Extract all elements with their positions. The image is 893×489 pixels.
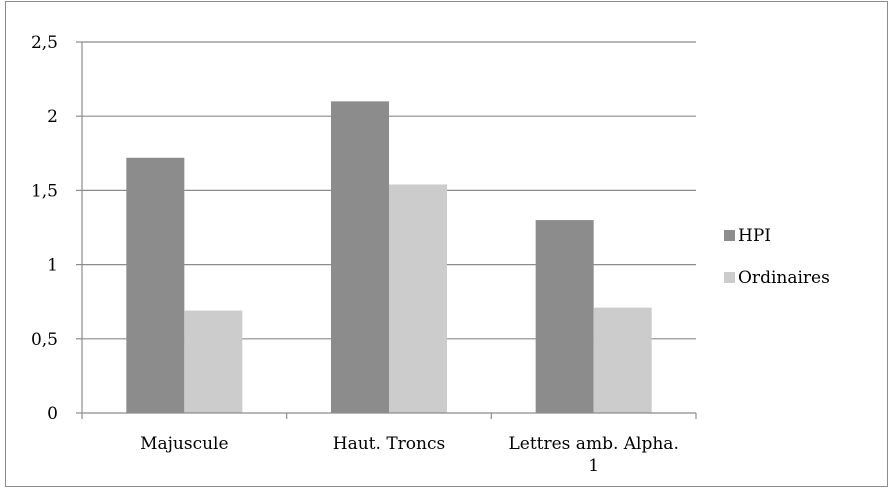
y-tick-label: 0	[47, 404, 58, 424]
x-category-label: 1	[588, 456, 599, 476]
x-category-label: Lettres amb. Alpha.	[508, 434, 678, 454]
bar-ordinaires-2	[389, 184, 447, 413]
bar-hpi-2	[331, 101, 389, 414]
legend-label-hpi: HPI	[738, 226, 771, 246]
y-tick-label: 1,5	[31, 181, 58, 201]
bar-hpi-1	[126, 157, 185, 413]
bar-hpi-3	[535, 220, 594, 413]
x-category-labels: Majuscule Haut. Troncs Lettres amb. Alpha.…	[140, 434, 679, 476]
axes	[76, 41, 697, 419]
x-category-label: Majuscule	[140, 434, 228, 454]
y-tick-label: 2,5	[31, 33, 58, 53]
bar-ordinaires-1	[184, 310, 243, 413]
y-tick-labels: 0 0,5 1 1,5 2 2,5	[31, 33, 58, 424]
legend-swatch-hpi	[724, 230, 735, 241]
y-tick-label: 2	[47, 107, 58, 127]
x-category-label: Haut. Troncs	[333, 434, 445, 454]
legend: HPI Ordinaires	[724, 226, 830, 288]
y-tick-label: 1	[47, 256, 58, 276]
bars	[126, 101, 652, 414]
legend-label-ordinaires: Ordinaires	[738, 268, 830, 288]
legend-swatch-ordinaires	[724, 272, 735, 283]
bar-ordinaires-3	[593, 307, 652, 413]
y-tick-label: 0,5	[31, 330, 58, 350]
